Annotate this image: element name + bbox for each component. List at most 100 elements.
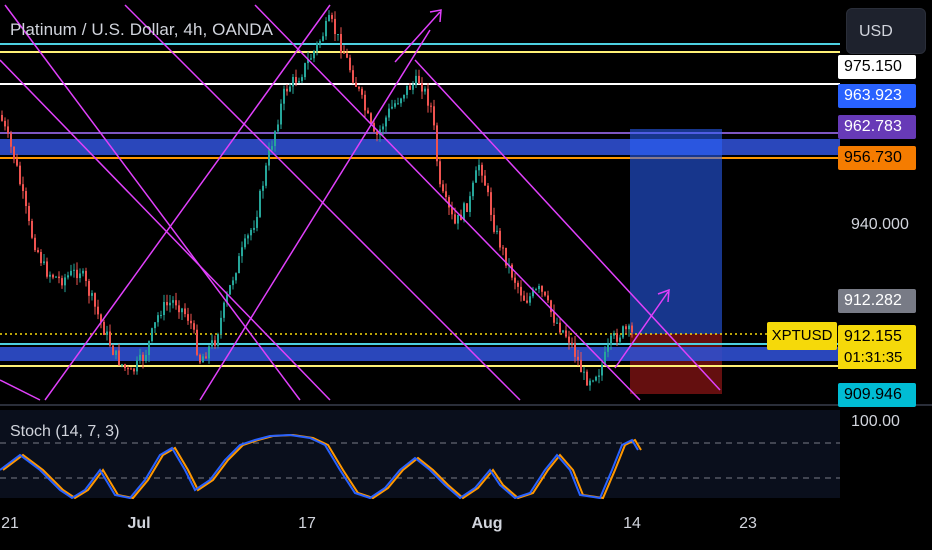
candle-body [406, 85, 408, 95]
candle-body [52, 274, 54, 278]
candle-body [574, 343, 576, 357]
candle-body [88, 281, 90, 296]
candle-body [622, 326, 624, 338]
candle-body [106, 331, 108, 335]
trendline-1[interactable] [4, 4, 301, 401]
candle-body [514, 277, 516, 283]
trendline-5[interactable] [0, 59, 331, 401]
candle-body [226, 294, 228, 303]
candle-body [79, 273, 81, 279]
candle-body [133, 368, 135, 372]
candle-body [502, 247, 504, 249]
candle-body [382, 126, 384, 130]
candle-body [589, 380, 591, 386]
long-target-zone[interactable] [630, 129, 722, 334]
candle-body [229, 285, 231, 295]
candle-body [367, 110, 369, 114]
candle-body [418, 75, 420, 84]
candle-body [559, 322, 561, 333]
candle-body [64, 277, 66, 286]
candle-body [244, 238, 246, 248]
candle-body [346, 53, 348, 58]
candle-body [247, 235, 249, 239]
price-label: 909.946 [838, 383, 916, 407]
projection-arrows[interactable] [394, 9, 670, 369]
currency-button[interactable]: USD [846, 8, 926, 54]
candle-body [10, 133, 12, 147]
candle-body [262, 185, 264, 191]
candle-body [625, 326, 627, 330]
candle-body [529, 296, 531, 303]
candle-body [124, 364, 126, 369]
candle-body [49, 274, 51, 277]
candle-body [607, 344, 609, 352]
candle-body [13, 146, 15, 160]
candle-body [178, 305, 180, 313]
trendline-3[interactable] [254, 4, 641, 401]
candle-body [400, 98, 402, 104]
trendline-7[interactable] [199, 29, 431, 401]
candle-body [184, 308, 186, 315]
candle-body [112, 345, 114, 355]
stoch-k-line [0, 433, 639, 500]
candle-body [448, 197, 450, 208]
candle-body [280, 103, 282, 125]
candle-body [598, 375, 600, 377]
candle-body [535, 289, 537, 291]
stoch-pane[interactable] [0, 410, 840, 498]
candle-body [547, 295, 549, 301]
arrow-head-right[interactable] [657, 288, 670, 303]
candle-body [109, 331, 111, 346]
candle-body [541, 286, 543, 292]
candle-body [16, 159, 18, 166]
trendline-6[interactable] [44, 4, 331, 401]
candle-body [322, 36, 324, 41]
arrow-line-top[interactable] [394, 11, 441, 63]
price-label: 975.150 [838, 55, 916, 79]
candle-body [61, 278, 63, 286]
candle-body [115, 350, 117, 355]
candle-body [349, 57, 351, 71]
candle-body [484, 175, 486, 186]
candle-body [40, 251, 42, 264]
candle-body [616, 333, 618, 342]
candles-group [1, 10, 633, 391]
candle-body [37, 250, 39, 252]
candle-body [493, 214, 495, 232]
candle-body [451, 207, 453, 215]
candle-body [427, 88, 429, 106]
candle-body [217, 334, 219, 346]
candle-body [388, 108, 390, 118]
candle-body [580, 359, 582, 373]
candle-body [538, 286, 540, 290]
candle-body [187, 314, 189, 321]
trendline-4[interactable] [414, 59, 721, 391]
candle-body [352, 70, 354, 83]
candle-body [310, 58, 312, 60]
candle-body [523, 295, 525, 301]
candle-body [196, 329, 198, 355]
candle-body [76, 269, 78, 279]
candle-body [565, 330, 567, 337]
arrow-head-top[interactable] [429, 9, 442, 23]
candle-body [148, 341, 150, 356]
candle-body [424, 88, 426, 92]
candle-body [172, 300, 174, 303]
candle-body [166, 302, 168, 306]
support-zone[interactable] [0, 347, 840, 361]
candle-body [391, 106, 393, 109]
trendlines-group[interactable] [0, 4, 721, 401]
candle-body [613, 333, 615, 336]
candle-body [256, 216, 258, 228]
arrow-line-right[interactable] [614, 291, 669, 369]
candle-body [379, 129, 381, 135]
candle-body [601, 364, 603, 376]
candle-body [568, 336, 570, 343]
candle-body [478, 164, 480, 171]
candle-body [385, 117, 387, 127]
candle-body [460, 214, 462, 221]
candle-body [628, 325, 630, 330]
trendline-8[interactable] [0, 379, 41, 401]
